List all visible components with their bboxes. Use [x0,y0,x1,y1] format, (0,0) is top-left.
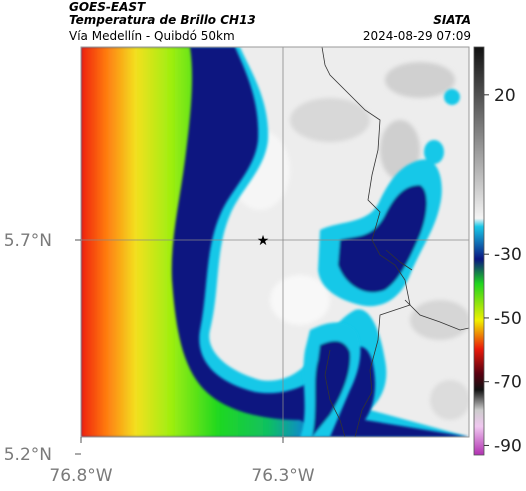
colorbar-tick-label: -50 [494,309,522,329]
y-tick-label: 5.7°N [4,231,52,251]
colorbar-tick-label: -90 [494,436,522,456]
colorbar-tick-label: -70 [494,373,522,393]
datetime-label: 2024-08-29 07:09 [362,29,471,43]
colorbar-ticks: 20 -30 -50 -70 -90 [484,86,522,456]
brightness-temperature-field: ★ [81,47,469,437]
colorbar-tick-label: -30 [494,245,522,265]
product-title: Temperatura de Brillo CH13 [69,13,256,27]
colorbar-tick-label: 20 [494,86,516,106]
x-axis: 76.8°W 76.3°W [49,437,315,486]
department-border [321,47,411,437]
location-star-icon: ★ [257,233,270,249]
y-tick-label: 5.2°N [4,445,52,465]
x-tick-label: 76.8°W [49,466,112,486]
y-axis: 5.7°N 5.2°N [4,231,81,465]
satellite-title: GOES-EAST [69,0,146,14]
colorbar [473,46,485,456]
map-frame [80,46,470,438]
organization-label: SIATA [433,13,471,27]
x-tick-label: 76.3°W [251,466,314,486]
region-subtitle: Vía Medellín - Quibdó 50km [69,29,235,43]
